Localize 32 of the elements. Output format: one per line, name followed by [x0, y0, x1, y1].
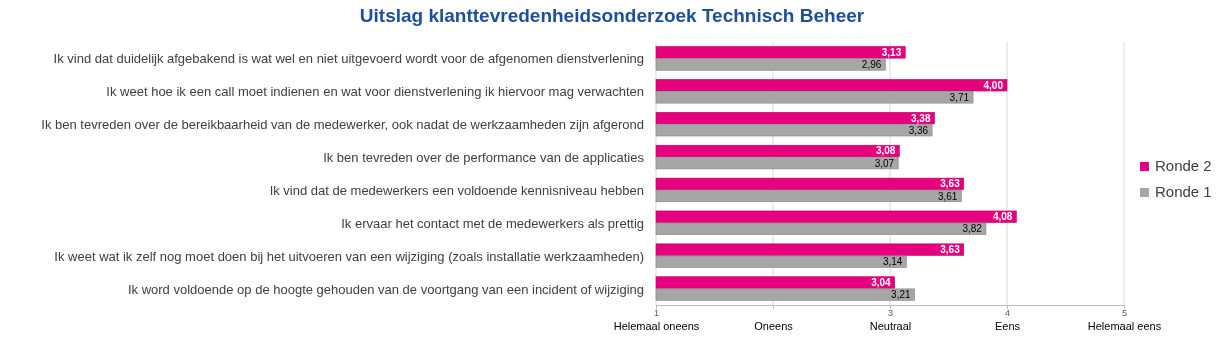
data-label: 3,63 — [940, 178, 961, 190]
data-label: 3,04 — [871, 276, 892, 288]
y-tick-label: Ik vind dat duidelijk afgebakend is wat wel en niet uitgevoerd wordt voor de afgenomen dienstverlening — [53, 51, 644, 67]
data-label: 3,38 — [910, 112, 931, 124]
x-tick-label: 4 Eens — [994, 308, 1021, 332]
legend-label: Ronde 2 — [1155, 157, 1212, 174]
data-label: 4,00 — [983, 79, 1004, 91]
y-tick-label: Ik weet hoe ik een call moet indienen en wat voor dienstverlening ik hiervoor mag verwachten — [106, 84, 644, 100]
y-tick-label: Ik ben tevreden over de bereikbaarheid van de medewerker, ook nadat de werkzaamheden zijn afgerond — [41, 117, 644, 133]
data-label: 3,08 — [875, 145, 896, 157]
data-label: 3,21 — [891, 289, 911, 301]
data-label: 4,08 — [992, 211, 1013, 223]
data-label: 2,96 — [861, 59, 882, 71]
legend-label: Ronde 1 — [1155, 183, 1212, 200]
y-tick-label: Ik ben tevreden over de performance van de applicaties — [323, 150, 645, 166]
chart-title: Uitslag klanttevredenheidsonderzoek Technisch Beheer — [359, 5, 865, 26]
x-tick-label: 5 Helemaal eens — [1087, 308, 1162, 332]
y-tick-label: Ik word voldoende op de hoogte gehouden van de voortgang van een incident of wijziging — [127, 281, 644, 297]
data-label: 3,36 — [908, 124, 929, 136]
data-label: 3,71 — [949, 91, 970, 103]
y-tick-label: Ik vind dat de medewerkers een voldoende kennisniveau hebben — [269, 182, 644, 198]
data-label: 3,13 — [881, 46, 902, 58]
x-tick-label: Oneens — [754, 320, 794, 332]
data-label: 3,82 — [962, 223, 983, 235]
data-label: 3,63 — [940, 244, 961, 256]
x-tick-label: 1 Helemaal oneens — [613, 308, 700, 332]
y-tick-label: Ik weet wat ik zelf nog moet doen bij het uitvoeren van een wijziging (zoals installatie werkzaamheden) — [54, 248, 644, 264]
data-label: 3,07 — [874, 157, 895, 169]
x-tick-label: 3 Neutraal — [869, 308, 912, 332]
data-label: 3,61 — [937, 190, 958, 202]
y-tick-label: Ik ervaar het contact met de medewerkers als prettig — [341, 215, 644, 231]
data-label: 3,14 — [882, 256, 903, 268]
